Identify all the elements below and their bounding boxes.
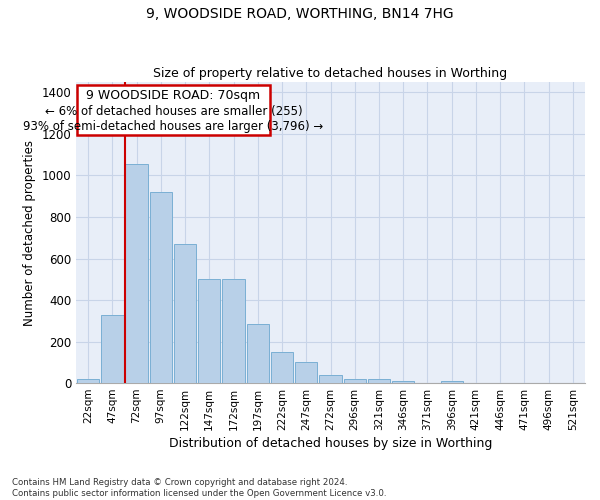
Title: Size of property relative to detached houses in Worthing: Size of property relative to detached ho…	[154, 66, 508, 80]
Text: Contains HM Land Registry data © Crown copyright and database right 2024.
Contai: Contains HM Land Registry data © Crown c…	[12, 478, 386, 498]
Text: 9 WOODSIDE ROAD: 70sqm: 9 WOODSIDE ROAD: 70sqm	[86, 90, 260, 102]
Bar	[271, 352, 293, 383]
Bar	[368, 380, 390, 383]
Bar	[344, 378, 366, 383]
Bar	[247, 324, 269, 383]
Bar	[440, 381, 463, 383]
Bar	[319, 375, 341, 383]
Bar	[295, 362, 317, 383]
Text: ← 6% of detached houses are smaller (255): ← 6% of detached houses are smaller (255…	[45, 105, 302, 118]
Bar	[392, 381, 415, 383]
Bar	[125, 164, 148, 383]
Text: 9, WOODSIDE ROAD, WORTHING, BN14 7HG: 9, WOODSIDE ROAD, WORTHING, BN14 7HG	[146, 8, 454, 22]
Y-axis label: Number of detached properties: Number of detached properties	[23, 140, 36, 326]
Bar	[174, 244, 196, 383]
Bar	[77, 85, 270, 135]
Bar	[223, 280, 245, 383]
Bar	[77, 380, 99, 383]
Bar	[101, 314, 124, 383]
Bar	[149, 192, 172, 383]
Text: 93% of semi-detached houses are larger (3,796) →: 93% of semi-detached houses are larger (…	[23, 120, 323, 134]
X-axis label: Distribution of detached houses by size in Worthing: Distribution of detached houses by size …	[169, 437, 492, 450]
Bar	[198, 280, 220, 383]
